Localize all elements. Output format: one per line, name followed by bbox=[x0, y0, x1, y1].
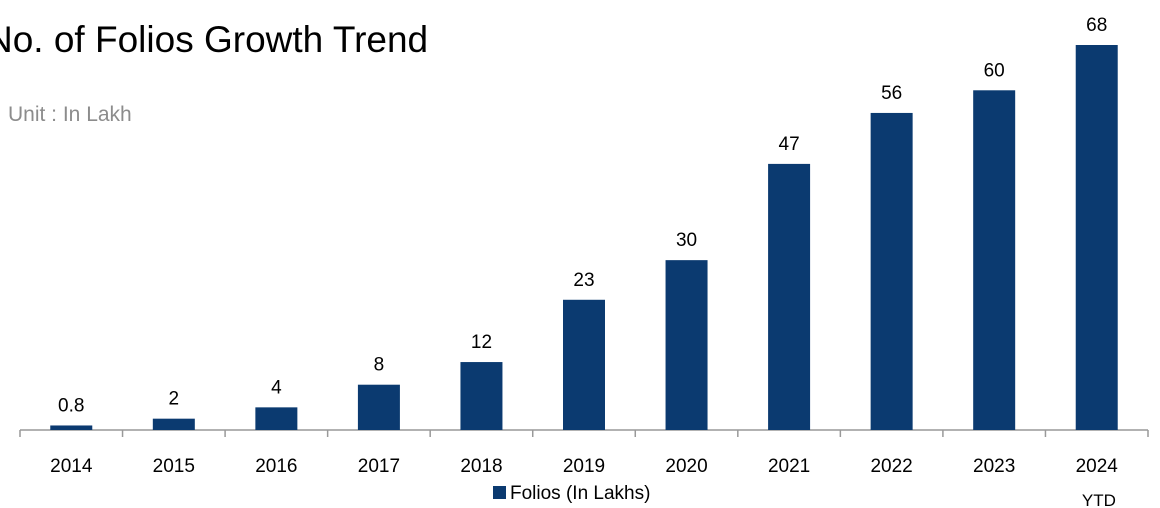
x-tick-label: 2019 bbox=[563, 456, 605, 477]
bar bbox=[357, 384, 400, 430]
legend-label: Folios (In Lakhs) bbox=[510, 483, 650, 504]
bar bbox=[973, 90, 1016, 430]
bar bbox=[460, 362, 503, 430]
x-tick-label: 2024 YTD bbox=[1076, 456, 1119, 508]
data-label: 12 bbox=[471, 332, 492, 353]
bar bbox=[768, 163, 811, 430]
x-tick-label: 2015 bbox=[153, 456, 195, 477]
bar bbox=[152, 418, 195, 430]
x-tick-label: 2017 bbox=[358, 456, 400, 477]
data-label: 2 bbox=[169, 389, 180, 410]
bar bbox=[665, 260, 708, 430]
data-label: 56 bbox=[881, 83, 902, 104]
bar bbox=[870, 112, 913, 431]
x-tick-label: 2014 bbox=[50, 456, 93, 477]
bar bbox=[563, 299, 605, 430]
data-label: 0.8 bbox=[58, 395, 84, 416]
bar bbox=[50, 425, 93, 430]
legend-swatch bbox=[493, 486, 506, 499]
bar bbox=[1075, 45, 1118, 430]
chart-title: No. of Folios Growth Trend bbox=[0, 19, 428, 60]
data-label: 23 bbox=[573, 270, 594, 291]
data-label: 30 bbox=[676, 230, 697, 251]
chart-subtitle: Unit : In Lakh bbox=[8, 103, 132, 126]
bar bbox=[255, 407, 298, 430]
data-label: 8 bbox=[374, 355, 385, 376]
x-tick-label: 2022 bbox=[870, 456, 912, 477]
x-tick-label: 2016 bbox=[255, 456, 297, 477]
data-label: 60 bbox=[984, 60, 1005, 81]
data-label: 68 bbox=[1086, 15, 1107, 36]
data-label: 47 bbox=[779, 134, 800, 155]
data-label: 4 bbox=[271, 377, 282, 398]
x-tick-label: 2018 bbox=[460, 456, 502, 477]
x-tick-label: 2020 bbox=[665, 456, 707, 477]
x-tick-label: 2023 bbox=[973, 456, 1015, 477]
x-tick-label: 2021 bbox=[768, 456, 810, 477]
